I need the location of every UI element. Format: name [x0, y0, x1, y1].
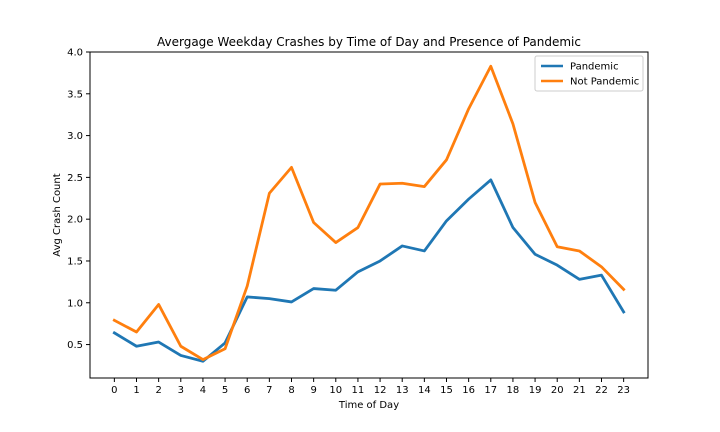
y-axis-ticks: 0.5 1.0 1.5 2.0 2.5 3.0 3.5 4.0: [67, 48, 90, 351]
x-tick-label: 12: [374, 385, 387, 396]
y-tick-label: 2.0: [67, 215, 83, 226]
x-tick-label: 6: [244, 385, 250, 396]
x-tick-label: 13: [396, 385, 409, 396]
y-tick-label: 3.5: [67, 89, 83, 100]
y-tick-label: 1.0: [67, 298, 83, 309]
y-tick-label: 1.5: [67, 256, 83, 267]
x-tick-label: 11: [352, 385, 365, 396]
x-tick-label: 15: [440, 385, 453, 396]
x-tick-label: 14: [418, 385, 431, 396]
x-axis-ticks: 0 1 2 3 4 5 6 7 8 9 10 11 12 13 14 15 16 17 18 19 20 21 22 23: [111, 378, 630, 396]
legend-label-pandemic: Pandemic: [570, 62, 619, 73]
legend: Pandemic Not Pandemic: [534, 55, 644, 92]
series-lines: [112, 64, 626, 363]
x-axis-label: Time of Day: [338, 400, 399, 411]
y-tick-label: 4.0: [67, 48, 83, 59]
chart-title: Avergage Weekday Crashes by Time of Day …: [157, 35, 581, 49]
x-tick-label: 21: [573, 385, 586, 396]
y-tick-label: 2.5: [67, 173, 83, 184]
x-tick-label: 3: [178, 385, 184, 396]
y-axis-label: Avg Crash Count: [52, 173, 63, 256]
x-tick-label: 5: [222, 385, 228, 396]
x-tick-label: 19: [529, 385, 542, 396]
x-tick-label: 2: [155, 385, 161, 396]
x-tick-label: 1: [133, 385, 139, 396]
x-tick-label: 10: [329, 385, 342, 396]
x-tick-label: 9: [310, 385, 316, 396]
y-tick-label: 0.5: [67, 340, 83, 351]
x-tick-label: 0: [111, 385, 117, 396]
x-tick-label: 16: [462, 385, 475, 396]
x-tick-label: 18: [507, 385, 520, 396]
legend-label-not-pandemic: Not Pandemic: [570, 77, 639, 88]
x-tick-label: 23: [617, 385, 630, 396]
x-tick-label: 8: [288, 385, 294, 396]
x-tick-label: 17: [484, 385, 497, 396]
x-tick-label: 22: [595, 385, 608, 396]
axes-frame: [89, 51, 649, 379]
y-tick-label: 3.0: [67, 131, 83, 142]
x-tick-label: 7: [266, 385, 272, 396]
x-tick-label: 4: [200, 385, 206, 396]
plot-area: 0 1 2 3 4 5 6 7 8 9 10 11 12 13 14 15 16 17 18 19 20 21 22 23 0…: [67, 48, 649, 396]
series-line-not-pandemic: [112, 64, 626, 362]
series-line-pandemic: [112, 178, 626, 363]
x-tick-label: 20: [551, 385, 564, 396]
